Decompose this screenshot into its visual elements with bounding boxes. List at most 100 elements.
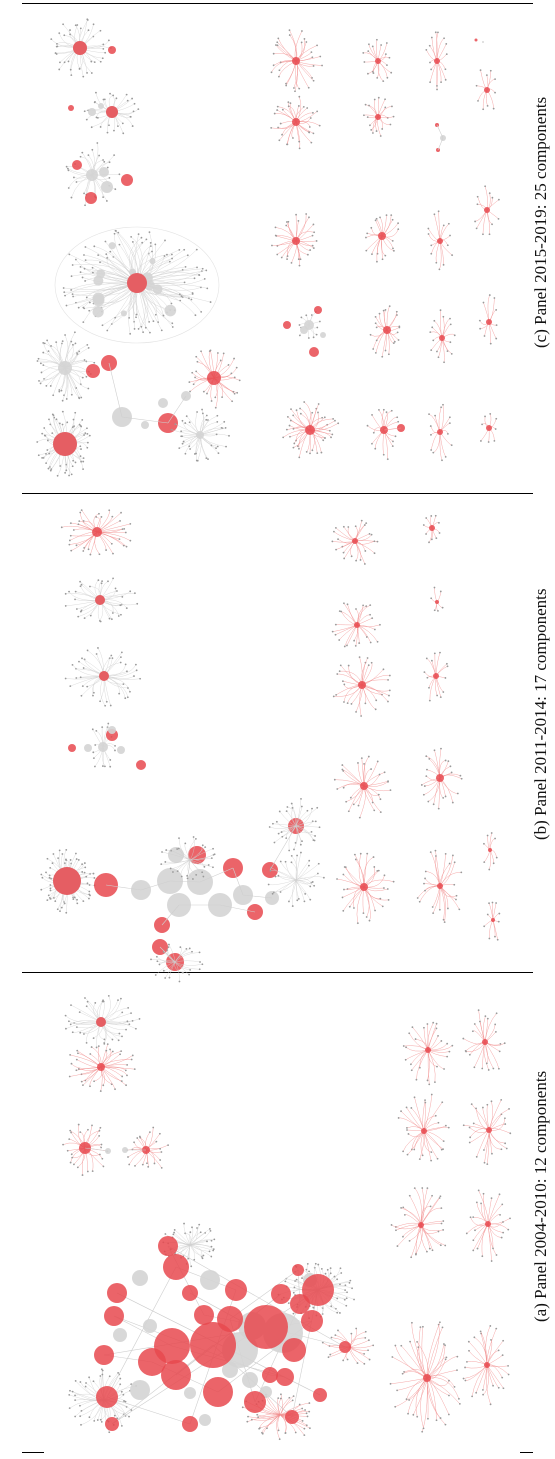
- leaf-node: [86, 432, 89, 435]
- leaf-node: [430, 433, 432, 436]
- leaf-node: [298, 1403, 301, 1406]
- leaf-node: [98, 619, 101, 622]
- leaf-node: [444, 1344, 446, 1347]
- leaf-node: [314, 820, 317, 823]
- leaf-node: [311, 411, 314, 414]
- leaf-node: [108, 509, 111, 512]
- leaf-node: [298, 264, 301, 267]
- leaf-node: [77, 523, 80, 526]
- leaf-node: [328, 429, 331, 432]
- edge: [295, 825, 316, 837]
- leaf-node: [376, 760, 379, 763]
- leaf-node: [370, 226, 373, 229]
- hub-node-red: [437, 238, 443, 244]
- leaf-node: [384, 349, 387, 352]
- leaf-node: [127, 1156, 129, 1158]
- leaf-node: [366, 232, 369, 235]
- leaf-node: [88, 434, 91, 437]
- leaf-node: [379, 216, 381, 219]
- leaf-node: [441, 1326, 444, 1329]
- leaf-node: [371, 414, 373, 416]
- leaf-node: [195, 452, 197, 455]
- leaf-node: [77, 615, 80, 618]
- leaf-node: [310, 141, 313, 144]
- leaf-node: [495, 309, 498, 311]
- leaf-node: [120, 1424, 123, 1427]
- leaf-node: [112, 94, 115, 97]
- leaf-node: [201, 408, 203, 411]
- leaf-node: [484, 185, 487, 188]
- leaf-node: [80, 1423, 82, 1426]
- leaf-node: [334, 419, 336, 422]
- leaf-node: [290, 802, 293, 805]
- leaf-node: [300, 798, 302, 800]
- leaf-node: [72, 295, 74, 298]
- edge: [416, 1049, 429, 1080]
- leaf-node: [509, 1132, 512, 1135]
- leaf-node: [267, 883, 270, 886]
- leaf-node: [437, 610, 439, 612]
- leaf-node: [131, 1019, 134, 1022]
- leaf-node: [68, 253, 71, 256]
- leaf-node: [83, 546, 86, 549]
- edge: [363, 886, 371, 921]
- leaf-node: [365, 636, 368, 638]
- leaf-node: [377, 869, 380, 872]
- leaf-node: [379, 623, 381, 626]
- leaf-node: [92, 757, 95, 760]
- leaf-node: [494, 91, 496, 94]
- edge: [349, 1339, 369, 1348]
- leaf-node: [365, 249, 368, 252]
- leaf-node: [504, 1117, 506, 1120]
- leaf-node: [429, 61, 431, 64]
- leaf-node: [178, 293, 181, 296]
- leaf-node: [73, 331, 76, 334]
- leaf-node: [86, 72, 88, 74]
- leaf-node: [84, 432, 87, 435]
- leaf-node: [75, 1058, 78, 1061]
- leaf-node: [80, 460, 83, 463]
- leaf-node: [198, 968, 201, 971]
- leaf-node: [379, 135, 382, 137]
- leaf-node: [136, 602, 139, 605]
- leaf-node: [439, 1244, 442, 1247]
- leaf-node: [119, 604, 122, 607]
- leaf-node: [472, 1249, 475, 1252]
- leaf-node: [430, 597, 433, 600]
- leaf-node: [347, 664, 350, 667]
- hub-node-gray: [108, 726, 116, 734]
- leaf-node: [495, 1254, 498, 1256]
- edge: [426, 1356, 458, 1379]
- edge: [189, 1232, 201, 1246]
- hub-node-red: [282, 1338, 306, 1362]
- leaf-node: [272, 52, 275, 55]
- leaf-node: [429, 425, 432, 427]
- leaf-node: [270, 71, 273, 74]
- leaf-node: [46, 857, 49, 860]
- leaf-node: [81, 276, 84, 279]
- leaf-node: [76, 24, 79, 26]
- leaf-node: [409, 1340, 411, 1343]
- leaf-node: [317, 411, 319, 414]
- leaf-node: [121, 1011, 124, 1014]
- leaf-node: [442, 691, 445, 693]
- leaf-node: [83, 192, 85, 195]
- edge: [65, 593, 101, 601]
- leaf-node: [140, 325, 143, 328]
- bottom-rule-right: [520, 1452, 533, 1453]
- leaf-node: [284, 1280, 287, 1283]
- hub-node-red: [352, 538, 358, 544]
- leaf-node: [215, 433, 218, 436]
- edge: [276, 821, 297, 828]
- leaf-node: [83, 267, 86, 270]
- leaf-node: [278, 69, 281, 72]
- leaf-node: [492, 107, 495, 110]
- leaf-node: [458, 908, 461, 911]
- edge: [363, 879, 394, 888]
- leaf-node: [441, 1101, 444, 1104]
- leaf-node: [83, 871, 86, 874]
- leaf-node: [489, 413, 492, 415]
- leaf-node: [63, 61, 66, 64]
- leaf-node: [423, 671, 426, 674]
